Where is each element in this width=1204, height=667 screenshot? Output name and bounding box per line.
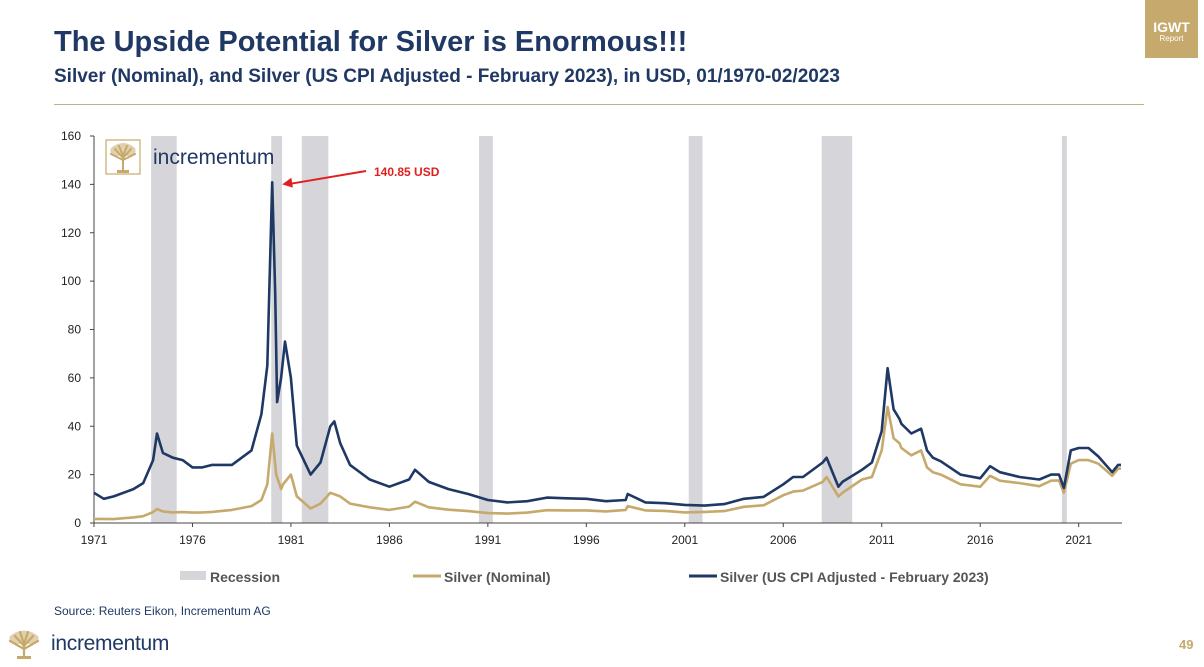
- badge-main-text: IGWT: [1153, 19, 1190, 35]
- peak-annotation: 140.85 USD: [282, 165, 440, 188]
- axes: 0 20 40 60 80 100 120 140 160 1971 1976 1981 1986 199…: [61, 129, 1122, 547]
- x-tick-label: 2021: [1065, 533, 1092, 547]
- badge-sub-text: Report: [1159, 34, 1184, 43]
- x-tick-label: 1996: [573, 533, 600, 547]
- chart: incrementum 0 20 40 60 80 100 120 140 160 1971 197…: [61, 129, 1122, 585]
- y-tick-label: 100: [61, 274, 81, 288]
- tree-logo-icon: [8, 630, 40, 660]
- x-tick-label: 1991: [475, 533, 502, 547]
- x-tick-label: 1981: [278, 533, 305, 547]
- y-tick-label: 40: [68, 419, 82, 433]
- chart-watermark: incrementum: [105, 139, 274, 175]
- legend-recession-label: Recession: [210, 569, 280, 585]
- x-tick-label: 1986: [376, 533, 403, 547]
- legend-cpi-label: Silver (US CPI Adjusted - February 2023): [720, 569, 989, 585]
- recession-band: [479, 136, 493, 523]
- x-tick-label: 1971: [81, 533, 108, 547]
- recession-band: [151, 136, 177, 523]
- annotation-label: 140.85 USD: [374, 165, 440, 179]
- watermark-brand: incrementum: [153, 146, 274, 169]
- recession-band: [1061, 136, 1067, 523]
- x-tick-label: 2016: [967, 533, 994, 547]
- legend: Recession Silver (Nominal) Silver (US CP…: [180, 569, 989, 585]
- recession-band: [688, 136, 703, 523]
- watermark-logo-icon: [105, 139, 141, 175]
- recession-band: [821, 136, 853, 523]
- footer-brand: incrementum: [51, 632, 170, 655]
- report-badge: IGWT Report: [1145, 0, 1198, 58]
- x-tick-label: 2011: [869, 533, 895, 547]
- y-tick-label: 140: [61, 177, 81, 191]
- annotation-arrow-line: [290, 170, 367, 185]
- y-tick-label: 160: [61, 129, 81, 143]
- recession-bands: [151, 136, 1067, 523]
- annotation-arrow-head: [282, 177, 293, 188]
- series-lines: [93, 180, 1121, 521]
- x-tick-label: 1976: [179, 533, 206, 547]
- silver-cpi-adjusted-line: [93, 180, 1121, 507]
- y-tick-label: 80: [68, 323, 82, 337]
- page-number: 49: [1179, 637, 1194, 652]
- y-tick-label: 60: [68, 371, 82, 385]
- x-tick-label: 2006: [770, 533, 797, 547]
- page-title: The Upside Potential for Silver is Enorm…: [54, 26, 688, 58]
- legend-nominal-label: Silver (Nominal): [444, 569, 551, 585]
- legend-recession-swatch: [180, 571, 206, 580]
- recession-band: [301, 136, 329, 523]
- header-divider: [54, 104, 1144, 105]
- y-tick-label: 0: [74, 516, 81, 530]
- source-note: Source: Reuters Eikon, Incrementum AG: [54, 604, 271, 618]
- x-tick-label: 2001: [671, 533, 698, 547]
- y-tick-label: 20: [68, 468, 82, 482]
- silver-nominal-line: [93, 405, 1121, 521]
- page-subtitle: Silver (Nominal), and Silver (US CPI Adj…: [54, 66, 840, 87]
- y-tick-label: 120: [61, 226, 81, 240]
